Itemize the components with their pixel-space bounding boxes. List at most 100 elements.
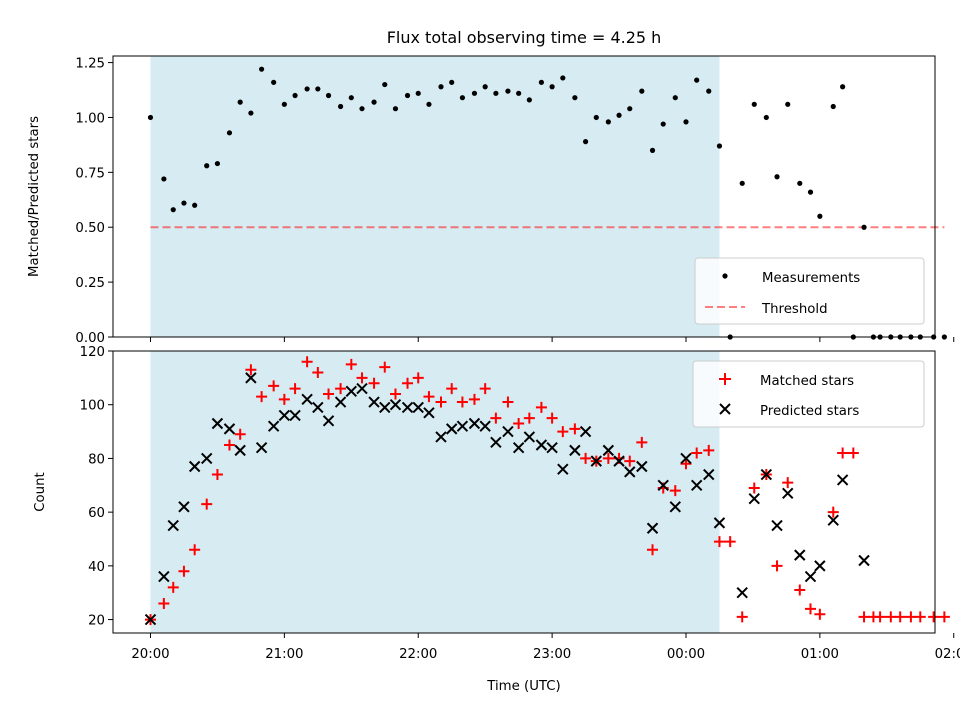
chart-title: Flux total observing time = 4.25 h — [387, 28, 662, 47]
measurement-point — [348, 95, 354, 101]
matched-star-point — [223, 439, 235, 451]
legend-measurements-label: Measurements — [762, 271, 860, 286]
matched-star-point — [234, 428, 246, 440]
measurement-point — [694, 77, 700, 83]
matched-star-point — [647, 544, 659, 556]
measurement-point — [605, 119, 611, 125]
measurement-point — [237, 99, 243, 105]
y-tick-label: 0.25 — [75, 276, 105, 291]
measurement-point — [392, 106, 399, 112]
predicted-star-point — [167, 519, 179, 532]
measurement-point — [382, 81, 388, 88]
matched-star-point — [680, 458, 692, 470]
matched-star-point — [256, 391, 268, 403]
x-tick-label: 01:00 — [801, 647, 839, 662]
matched-star-point — [894, 611, 906, 623]
predicted-star-point — [158, 570, 170, 583]
matched-star-point — [928, 611, 940, 623]
matched-star-point — [748, 482, 760, 494]
measurement-point — [672, 95, 678, 101]
matched-star-point — [546, 412, 558, 424]
count-legend-box — [692, 360, 925, 428]
legend-predicted-label: Predicted stars — [760, 404, 859, 419]
predicted-star-point — [423, 407, 435, 419]
y-tick-label: 120 — [80, 345, 105, 360]
matched-star-point — [580, 452, 592, 464]
measurement-point — [774, 174, 780, 180]
y-tick-label: 0.75 — [75, 166, 105, 181]
predicted-star-point — [379, 401, 391, 414]
matched-star-point — [446, 383, 458, 395]
measurement-point — [706, 88, 712, 94]
matched-star-point — [513, 418, 525, 430]
measurement-point — [649, 147, 656, 153]
matched-star-point — [669, 485, 681, 497]
matched-star-point — [456, 396, 468, 408]
count-panel-frame — [112, 350, 936, 634]
matched-star-point — [557, 426, 569, 438]
legend-predicted-marker — [719, 403, 731, 415]
measurement-point — [315, 86, 321, 92]
matched-star-point — [479, 383, 491, 395]
measurement-point — [807, 189, 814, 195]
matched-star-point — [278, 393, 290, 405]
predicted-star-point — [827, 514, 839, 526]
measurement-point — [785, 101, 791, 107]
matched-star-point — [402, 377, 414, 389]
predicted-star-point — [368, 396, 380, 408]
predicted-star-point — [680, 452, 692, 465]
y-tick-label: 60 — [88, 506, 105, 521]
matched-star-point — [502, 396, 514, 408]
measurement-point — [683, 119, 689, 125]
predicted-star-point — [468, 417, 481, 430]
y-tick-label: 40 — [88, 560, 105, 575]
matched-star-point — [847, 447, 859, 459]
matched-star-point — [335, 383, 347, 395]
predicted-star-point — [502, 425, 514, 438]
measurement-point — [739, 180, 745, 186]
matched-star-point — [211, 469, 223, 481]
predicted-star-point — [858, 554, 870, 567]
predicted-star-point — [657, 479, 669, 491]
measurement-point — [572, 95, 578, 101]
y-tick-label: 20 — [88, 614, 105, 629]
matched-star-point — [703, 444, 715, 456]
predicted-star-point — [794, 549, 806, 561]
matched-star-point — [412, 372, 424, 384]
measurement-point — [359, 106, 365, 112]
matched-star-point — [874, 611, 886, 623]
count-legend: Matched stars Predicted stars — [692, 360, 925, 428]
predicted-star-point — [356, 382, 368, 395]
matched-star-point — [201, 498, 213, 510]
predicted-star-point — [569, 444, 581, 457]
matched-star-point — [905, 611, 917, 623]
matched-star-point — [356, 372, 368, 384]
predicted-star-point — [223, 423, 236, 435]
measurement-point — [840, 84, 846, 90]
predicted-star-point — [267, 420, 280, 432]
measurement-point — [226, 130, 233, 136]
measurement-point — [459, 95, 466, 101]
matched-star-point — [289, 383, 301, 395]
measurement-point — [751, 101, 757, 107]
measurement-point — [716, 143, 723, 149]
predicted-star-point — [312, 401, 324, 414]
measurement-point — [582, 139, 589, 145]
measurement-point — [214, 160, 221, 167]
matched-star-point — [938, 611, 950, 623]
measurement-point — [259, 66, 265, 72]
measurement-point — [449, 79, 455, 85]
legend-matched-marker — [719, 373, 731, 385]
predicted-star-point — [178, 501, 190, 513]
matched-star-point — [158, 597, 170, 609]
predicted-star-point — [389, 399, 402, 411]
predicted-star-point — [211, 417, 224, 430]
y-tick-label: 100 — [80, 399, 105, 414]
matched-star-point — [379, 361, 391, 373]
matched-star-point — [435, 396, 447, 408]
measurement-point — [505, 88, 511, 94]
matched-star-point — [858, 611, 870, 623]
predicted-star-point — [771, 519, 783, 532]
matched-star-point — [178, 565, 190, 577]
measurement-point — [797, 180, 803, 186]
